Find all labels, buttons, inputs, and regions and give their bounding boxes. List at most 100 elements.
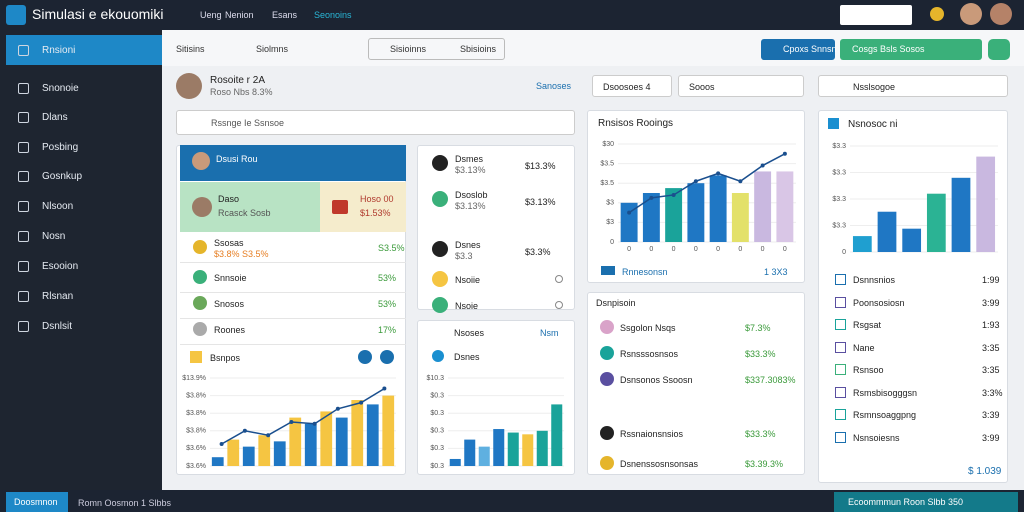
bar	[242, 446, 255, 466]
row-value: $13.3%	[525, 161, 556, 171]
chart-sub: Dsnes	[454, 352, 480, 362]
card-sub: Rcasck Sosb	[218, 208, 271, 218]
row-label: Roones	[214, 325, 246, 335]
y-tick-label: $0.3	[430, 410, 444, 417]
sidebar-item[interactable]: Nlsoon	[42, 201, 74, 212]
y-tick-label: $3.8%	[186, 410, 206, 417]
bar	[536, 430, 548, 466]
icon	[380, 350, 394, 364]
chart: $30$3.5$3.5$3$300 0 0 0 0 0 0 0	[600, 141, 796, 253]
tab-group	[368, 38, 505, 60]
x-tick-label: 0	[716, 246, 720, 253]
sidebar-item[interactable]: Rnsioni	[42, 45, 76, 56]
x-tick-label: 0	[649, 246, 653, 253]
icon	[600, 346, 614, 360]
row-value: $3.39.3%	[745, 459, 784, 469]
y-tick-label: $3.6%	[186, 445, 206, 452]
y-tick-label: $0.3	[430, 392, 444, 399]
icon	[432, 297, 448, 313]
tab[interactable]: Sbisioins	[460, 44, 497, 54]
sidebar	[0, 30, 162, 490]
row-sub: $3.13%	[455, 165, 486, 175]
button[interactable]: Cpoxs Snnsn	[761, 39, 837, 60]
tab[interactable]: Siolmns	[256, 44, 289, 54]
row-sub: $3.13%	[455, 201, 486, 211]
icon	[432, 155, 448, 171]
row-label: Ssosas	[214, 238, 244, 248]
row-label: Snosos	[214, 299, 245, 309]
search[interactable]: Rssnge Ie Ssnsoe	[176, 110, 575, 135]
sidebar-item[interactable]: Nosn	[42, 231, 66, 242]
app-title: Simulasi e ekouomiki	[32, 6, 164, 22]
bar	[620, 202, 638, 242]
row-icon	[835, 409, 846, 420]
bar	[687, 183, 705, 242]
x-tick-label: 0	[694, 246, 698, 253]
sidebar-item[interactable]: Dlans	[42, 112, 68, 123]
y-tick-label: $30	[602, 141, 614, 148]
point	[242, 428, 247, 433]
icon	[192, 152, 210, 170]
row-sub: $3.8% S3.5%	[214, 249, 269, 259]
icon	[358, 350, 372, 364]
row-value: $33.3%	[745, 429, 776, 439]
nav-item[interactable]: Nenion	[225, 10, 254, 20]
button[interactable]	[988, 39, 1010, 60]
x-tick-label: 0	[672, 246, 676, 253]
icon	[192, 197, 212, 217]
nav-item[interactable]: Ueng	[200, 10, 222, 20]
row-value: 3:99	[982, 432, 1000, 443]
y-tick-label: $10.3	[426, 375, 444, 382]
bar	[258, 435, 271, 466]
row-label: Rsnsssosnsos	[620, 349, 679, 359]
y-tick-label: $3.3	[832, 196, 846, 203]
sidebar-item[interactable]: Dsnlsit	[42, 321, 73, 332]
bar	[877, 211, 897, 252]
sidebar-item[interactable]: Esooion	[42, 261, 79, 272]
filter[interactable]: Dsoosoes 4	[592, 75, 672, 97]
tab[interactable]: Sitisins	[176, 44, 205, 54]
row-value: 1:99	[982, 275, 1000, 285]
y-tick-label: $3.3	[832, 169, 846, 176]
point	[782, 151, 787, 156]
chart-title: Nsoses	[454, 328, 485, 338]
filter[interactable]: Nsslsogoe	[818, 75, 1008, 97]
button[interactable]: Cosgs Bsls Sosos	[840, 39, 982, 60]
bar	[289, 417, 302, 466]
icon	[600, 456, 614, 470]
row-value: $33.3%	[745, 349, 776, 359]
point	[359, 400, 364, 405]
y-tick-label: $3.5	[600, 180, 614, 187]
filter[interactable]: Sanoses	[536, 81, 572, 91]
nav-item[interactable]: Seonoins	[314, 10, 352, 20]
y-tick-label: $3	[606, 200, 614, 207]
status-bar	[0, 490, 1024, 512]
card-title: Hoso 00	[360, 194, 394, 204]
point	[289, 420, 294, 424]
tab[interactable]: Sisioinns	[390, 44, 427, 54]
row-value: 1:93	[982, 320, 1000, 330]
row-value: 53%	[378, 273, 397, 283]
icon	[193, 322, 207, 336]
row-label: Dsnenssosnsonsas	[620, 459, 699, 469]
filter[interactable]: Sooos	[678, 75, 804, 97]
y-tick-label: $0.3	[430, 463, 444, 470]
point	[335, 406, 340, 411]
bar	[902, 228, 922, 252]
bar	[665, 188, 683, 242]
sidebar-item[interactable]: Gosnkup	[42, 171, 83, 182]
row-value: $3.13%	[525, 197, 556, 207]
icon	[432, 241, 448, 257]
bar	[211, 457, 224, 466]
point	[382, 386, 387, 391]
sidebar-icon	[18, 45, 29, 56]
row-label: Rsnsoo	[853, 365, 884, 375]
sidebar-item[interactable]: Snonoie	[42, 83, 79, 94]
y-tick-label: $3.8%	[186, 428, 206, 435]
divider	[180, 318, 406, 319]
card-title: Daso	[218, 194, 240, 204]
sidebar-item[interactable]: Rlsnan	[42, 291, 74, 302]
divider	[180, 292, 406, 293]
sidebar-item[interactable]: Posbing	[42, 142, 79, 153]
nav-item[interactable]: Esans	[272, 10, 298, 20]
